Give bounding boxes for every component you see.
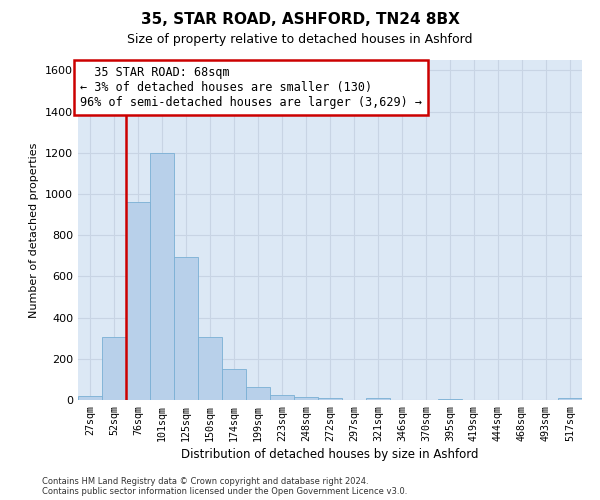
Bar bbox=[318, 398, 342, 400]
Bar bbox=[222, 369, 246, 400]
Y-axis label: Number of detached properties: Number of detached properties bbox=[29, 142, 40, 318]
Bar bbox=[78, 396, 102, 400]
Bar bbox=[270, 395, 294, 400]
Bar bbox=[126, 202, 150, 400]
Text: Contains public sector information licensed under the Open Government Licence v3: Contains public sector information licen… bbox=[42, 487, 407, 496]
X-axis label: Distribution of detached houses by size in Ashford: Distribution of detached houses by size … bbox=[181, 448, 479, 461]
Text: Contains HM Land Registry data © Crown copyright and database right 2024.: Contains HM Land Registry data © Crown c… bbox=[42, 477, 368, 486]
Text: Size of property relative to detached houses in Ashford: Size of property relative to detached ho… bbox=[127, 32, 473, 46]
Bar bbox=[198, 337, 222, 400]
Bar bbox=[246, 386, 270, 400]
Bar bbox=[174, 257, 198, 400]
Bar bbox=[294, 397, 318, 400]
Bar bbox=[150, 152, 174, 400]
Text: 35 STAR ROAD: 68sqm
← 3% of detached houses are smaller (130)
96% of semi-detach: 35 STAR ROAD: 68sqm ← 3% of detached hou… bbox=[80, 66, 422, 109]
Bar bbox=[366, 398, 390, 400]
Bar bbox=[102, 337, 126, 400]
Text: 35, STAR ROAD, ASHFORD, TN24 8BX: 35, STAR ROAD, ASHFORD, TN24 8BX bbox=[140, 12, 460, 28]
Bar bbox=[558, 398, 582, 400]
Bar bbox=[438, 399, 462, 400]
